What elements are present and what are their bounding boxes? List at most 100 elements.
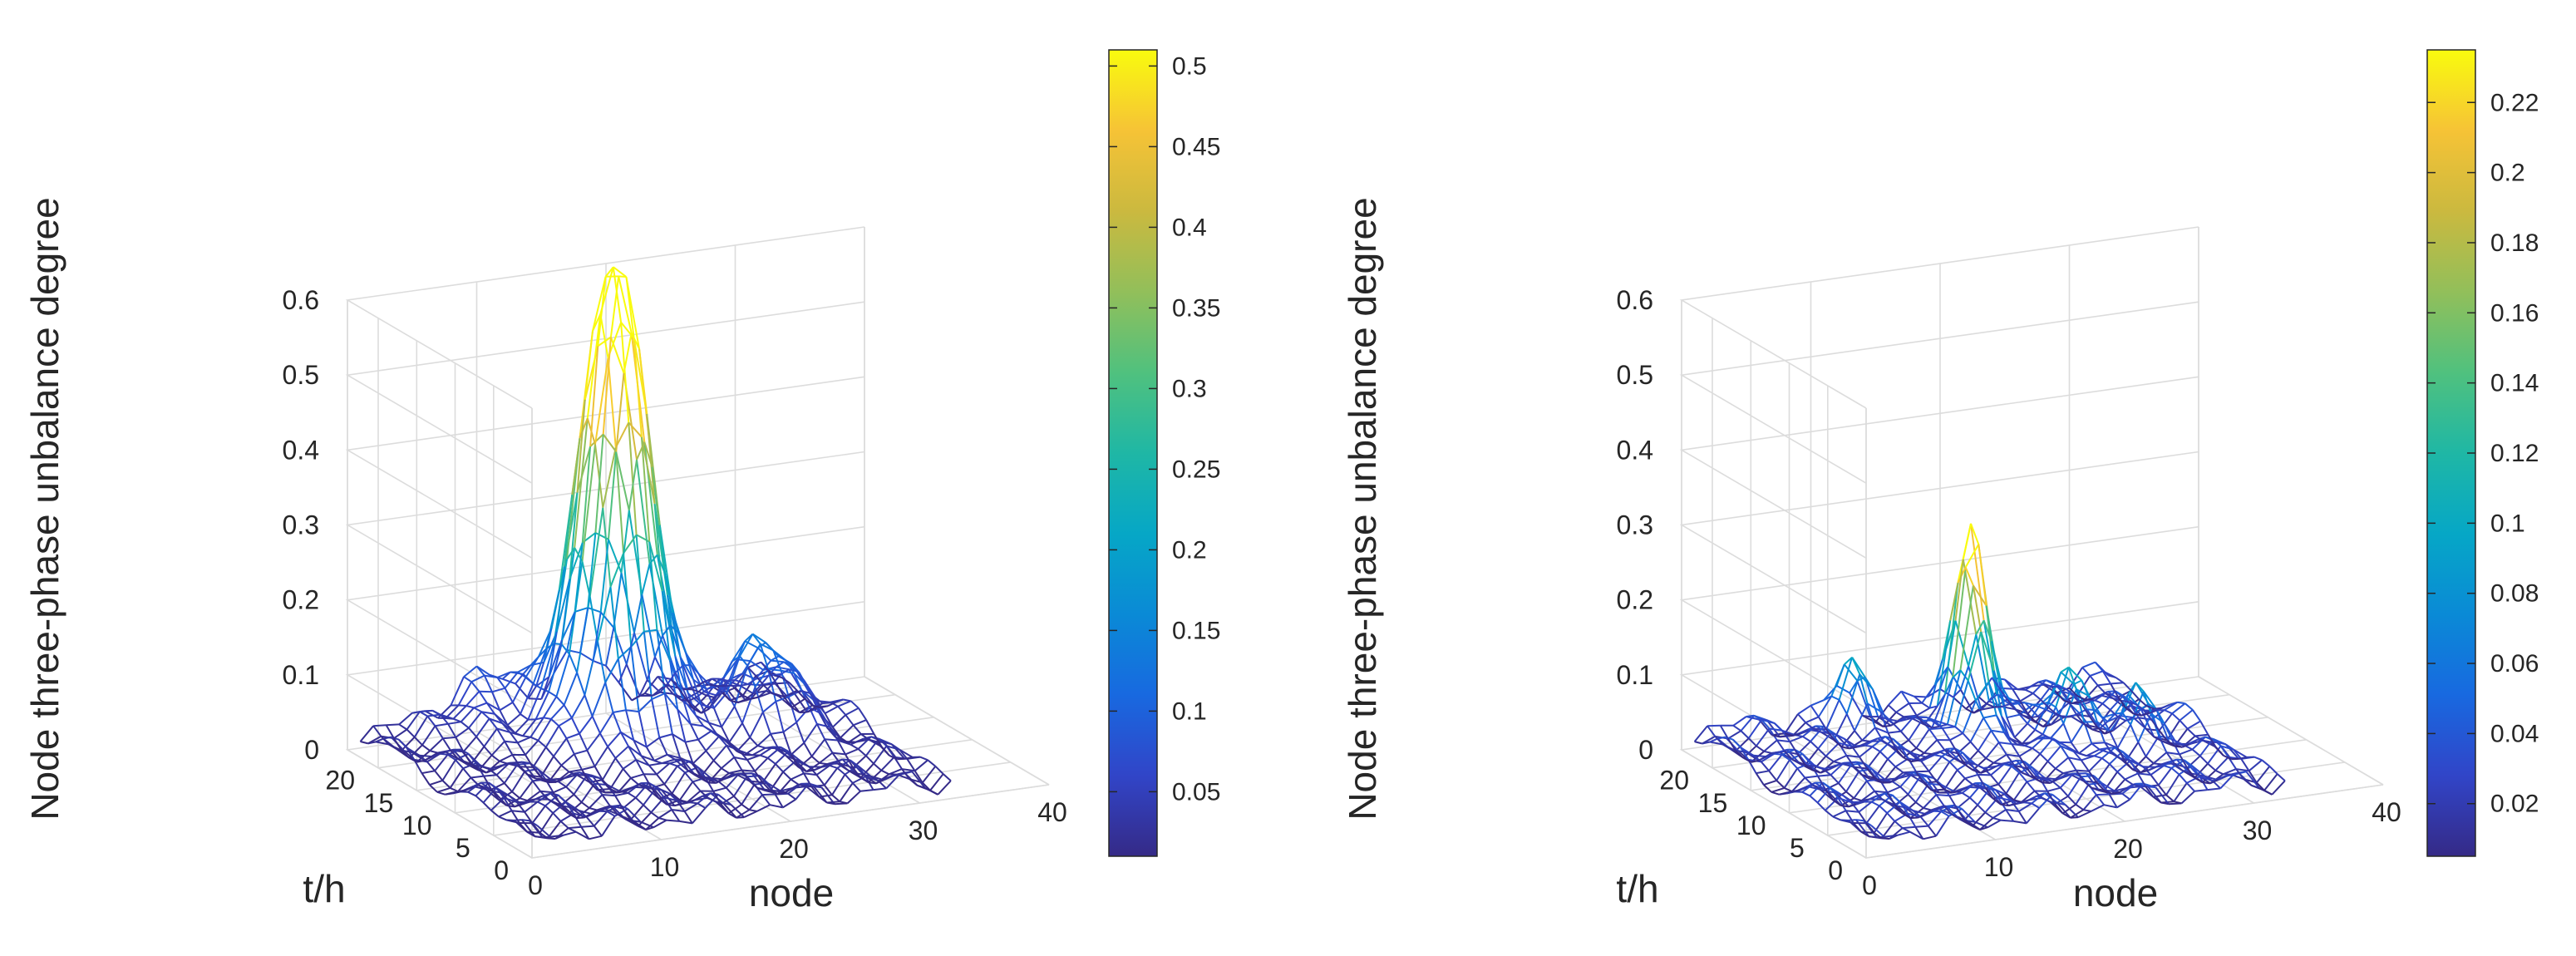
mesh-line xyxy=(798,766,807,772)
mesh-line xyxy=(2156,709,2165,712)
mesh-line xyxy=(2027,703,2042,724)
mesh-line xyxy=(1949,732,1963,742)
mesh-line xyxy=(490,741,505,756)
mesh-line xyxy=(721,756,735,769)
mesh-line xyxy=(676,800,686,812)
mesh-line xyxy=(790,772,805,781)
mesh-line xyxy=(1984,796,1999,813)
mesh-line xyxy=(1707,724,1721,727)
mesh-line xyxy=(552,801,567,814)
mesh-line xyxy=(1992,797,2002,806)
mesh-line xyxy=(2029,737,2038,744)
mesh-line xyxy=(633,594,643,633)
mesh-line xyxy=(1928,783,1938,796)
mesh-line xyxy=(372,725,382,737)
mesh-line xyxy=(775,701,785,732)
mesh-line xyxy=(635,759,645,775)
mesh-line xyxy=(651,466,661,525)
mesh-line xyxy=(1861,727,1876,742)
mesh-line xyxy=(826,727,836,738)
mesh-line xyxy=(776,666,790,671)
mesh-line xyxy=(1977,804,1986,814)
mesh-line xyxy=(1911,759,1919,763)
mesh-line xyxy=(2086,708,2095,712)
mesh-line xyxy=(717,793,732,806)
mesh-line xyxy=(651,783,665,789)
mesh-line xyxy=(825,705,839,714)
mesh-line xyxy=(2097,683,2111,687)
mesh-line xyxy=(751,747,766,756)
mesh-line xyxy=(2024,745,2033,749)
mesh-line xyxy=(721,767,730,774)
mesh-line xyxy=(2056,802,2071,819)
mesh-line xyxy=(814,766,823,771)
mesh-line xyxy=(550,718,559,727)
mesh-line xyxy=(1911,717,1925,726)
mesh-line xyxy=(608,539,623,574)
mesh-line xyxy=(810,738,825,757)
mesh-line xyxy=(795,760,805,774)
mesh-line xyxy=(641,563,651,595)
mesh-line xyxy=(375,741,389,746)
mesh-line xyxy=(1975,681,1990,702)
mesh-line xyxy=(2142,691,2158,710)
mesh-line xyxy=(638,811,653,827)
mesh-line xyxy=(705,736,720,751)
mesh-line xyxy=(1751,759,1760,763)
mesh-line xyxy=(538,648,547,658)
mesh-line xyxy=(2068,687,2078,697)
colorbar-tick-label: 0.4 xyxy=(1172,214,1207,241)
mesh-line xyxy=(511,702,521,715)
mesh-line xyxy=(2225,743,2234,751)
mesh-line xyxy=(434,770,444,781)
mesh-line xyxy=(633,820,641,823)
mesh-line xyxy=(1756,770,1770,775)
mesh-line xyxy=(709,683,717,687)
mesh-line xyxy=(592,612,602,662)
mesh-line xyxy=(2018,756,2028,770)
mesh-line xyxy=(1853,822,1862,833)
mesh-line xyxy=(579,810,593,816)
mesh-line xyxy=(679,656,694,680)
mesh-line xyxy=(922,766,937,784)
mesh-line xyxy=(703,678,712,683)
mesh-line xyxy=(2153,751,2168,765)
mesh-line xyxy=(558,717,573,727)
mesh-line xyxy=(1758,718,1773,736)
mesh-line xyxy=(2251,784,2260,789)
mesh-line xyxy=(445,748,454,753)
mesh-line xyxy=(1809,781,1824,797)
mesh-line xyxy=(2147,703,2163,742)
mesh-line xyxy=(1768,754,1783,771)
mesh-line xyxy=(762,659,772,671)
mesh-line xyxy=(1781,729,1795,737)
mesh-line xyxy=(555,566,565,633)
mesh-line xyxy=(841,758,856,774)
z-tick-label: 0.1 xyxy=(1617,660,1653,690)
mesh-line xyxy=(770,790,779,795)
mesh-line xyxy=(2096,721,2106,743)
mesh-line xyxy=(494,764,503,771)
mesh-line xyxy=(2140,712,2150,717)
mesh-line xyxy=(1833,739,1843,748)
mesh-line xyxy=(534,691,550,720)
mesh-line xyxy=(2076,688,2090,697)
mesh-line xyxy=(543,628,553,663)
mesh-line xyxy=(525,754,534,768)
mesh-line xyxy=(1952,688,1962,698)
mesh-line xyxy=(2057,774,2066,781)
mesh-line xyxy=(786,755,795,760)
mesh-line xyxy=(640,755,650,766)
mesh-line xyxy=(1986,702,1995,708)
mesh-line xyxy=(429,737,444,751)
mesh-line xyxy=(2076,695,2086,701)
mesh-line xyxy=(398,723,408,731)
mesh-line xyxy=(565,786,575,796)
mesh-line xyxy=(695,715,705,727)
mesh-line xyxy=(1897,773,1906,780)
mesh-line xyxy=(1973,584,1987,607)
mesh-line xyxy=(594,357,609,445)
mesh-line xyxy=(2089,702,2104,717)
mesh-line xyxy=(535,717,544,721)
mesh-line xyxy=(483,776,493,791)
